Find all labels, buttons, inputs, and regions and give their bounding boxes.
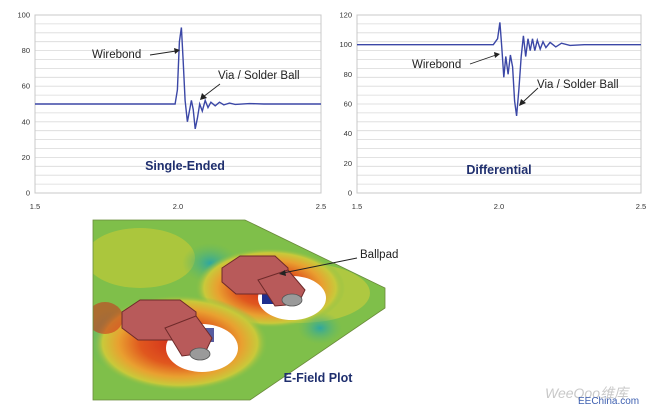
y-tick-label: 100 [339, 40, 352, 49]
ballpad-upper [221, 255, 326, 320]
chart-single-ended: 0 20 40 60 80 100 1.5 2.0 2.5 Single-Ended Wire… [17, 11, 326, 212]
y-tick-label: 80 [344, 70, 352, 79]
series-line [357, 22, 641, 116]
y-tick-label: 20 [344, 159, 352, 168]
chart-title: Differential [466, 163, 531, 177]
x-tick-label: 1.5 [352, 202, 362, 211]
ballpad-lower [121, 299, 238, 372]
y-tick-label: 40 [344, 129, 352, 138]
y-tick-label: 20 [22, 153, 30, 162]
arrowhead-via [200, 93, 207, 100]
x-tick-label: 2.0 [494, 202, 504, 211]
arrowhead-via [519, 99, 526, 106]
y-tick-label: 120 [339, 11, 352, 20]
arrow-via [522, 87, 539, 103]
arrow-ballpad [282, 257, 358, 274]
y-tick-label: 40 [22, 117, 30, 126]
label-ballpad: Ballpad [360, 249, 398, 261]
y-tick-label: 60 [344, 100, 352, 109]
x-tick-label: 1.5 [30, 202, 40, 211]
x-tick-label: 2.5 [316, 202, 326, 211]
plot-frame [356, 14, 642, 194]
annotation-wirebond: Wirebond [92, 49, 141, 61]
y-tick-label: 80 [22, 46, 30, 55]
arrow-wirebond [469, 54, 497, 65]
y-tick-label: 100 [17, 11, 30, 20]
y-tick-label: 60 [22, 82, 30, 91]
annotation-wirebond: Wirebond [412, 59, 461, 71]
arrowhead-wirebond [174, 48, 180, 54]
arrowhead-ballpad [279, 270, 286, 276]
board-outline [92, 219, 386, 401]
x-tick-label: 2.0 [173, 202, 183, 211]
series-line [35, 27, 321, 130]
y-tick-label: 0 [348, 189, 352, 198]
x-tick-label: 2.5 [636, 202, 646, 211]
annotation-via-solder-ball: Via / Solder Ball [537, 79, 619, 91]
arrow-via [202, 83, 221, 98]
y-tick-label: 0 [26, 189, 30, 198]
chart-differential: 0 20 40 60 80 100 120 1.5 2.0 2.5 Differential W… [339, 11, 646, 212]
efield-plot: Ballpad E-Field Plot [92, 219, 398, 401]
annotation-via-solder-ball: Via / Solder Ball [218, 70, 300, 82]
efield-title: E-Field Plot [284, 371, 354, 385]
chart-title: Single-Ended [145, 159, 225, 173]
arrowhead-wirebond [494, 52, 500, 58]
arrow-wirebond [149, 50, 177, 56]
watermark-brand: WeeQoo维库 [545, 385, 628, 401]
watermark-site: EEChina.com [578, 396, 640, 407]
